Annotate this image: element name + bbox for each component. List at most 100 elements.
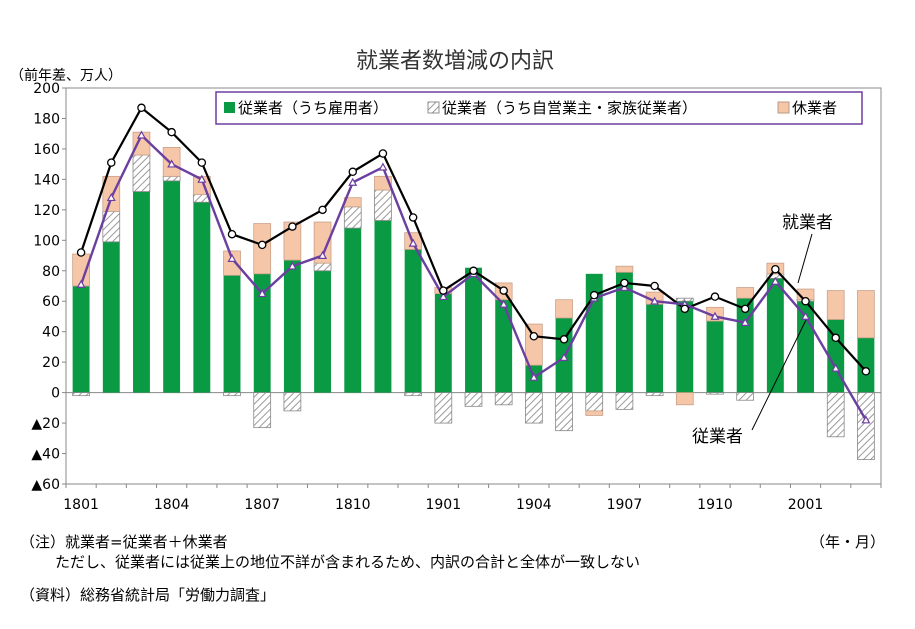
- annotation-total-label: 就業者: [782, 213, 833, 233]
- point-total-employed: [650, 281, 659, 291]
- bar-employed: [404, 249, 422, 393]
- annotation-workers: 従業者: [692, 319, 807, 447]
- bar-employed: [585, 273, 603, 393]
- bar-self-employed: [736, 392, 755, 401]
- annotation-workers-label: 従業者: [692, 427, 743, 447]
- point-workers: [348, 177, 358, 186]
- point-total-employed: [167, 127, 176, 137]
- legend-label-on-leave: 休業者: [792, 99, 837, 117]
- bar-self-employed: [464, 392, 483, 407]
- point-workers: [650, 296, 660, 305]
- point-total-employed: [589, 290, 599, 300]
- x-tick-label: 1904: [516, 497, 552, 513]
- point-total-employed: [771, 264, 780, 274]
- bar-self-employed: [434, 392, 453, 424]
- y-tick-label: ▲40: [31, 447, 60, 463]
- legend: 従業者（うち雇用者） 従業者（うち自営業主・家族従業者） 休業者: [215, 91, 863, 125]
- bar-self-employed: [313, 262, 332, 272]
- bar-employed: [163, 180, 181, 393]
- annotation-total: 就業者: [782, 213, 833, 284]
- y-tick-label: 20: [42, 355, 60, 371]
- bar-self-employed: [525, 392, 543, 424]
- bar-self-employed: [283, 392, 302, 412]
- point-workers: [257, 288, 267, 298]
- point-total-employed: [740, 304, 750, 314]
- x-tick-label: 1804: [154, 497, 190, 513]
- point-total-employed: [529, 332, 539, 341]
- bar-self-employed: [404, 392, 422, 397]
- point-workers: [136, 130, 146, 139]
- bar-self-employed: [615, 392, 634, 410]
- point-workers: [438, 291, 448, 301]
- legend-label-employed: 従業者（うち雇用者）: [238, 99, 388, 117]
- x-axis-unit-label: （年・月）: [810, 533, 886, 551]
- bar-on-leave: [585, 410, 604, 416]
- point-workers: [559, 352, 569, 361]
- x-tick-label: 2001: [788, 497, 824, 513]
- y-tick-label: 0: [51, 386, 60, 402]
- bar-employed: [374, 220, 392, 393]
- y-tick-label: 100: [33, 233, 60, 249]
- bar-employed: [193, 202, 211, 393]
- bar-on-leave: [675, 392, 694, 406]
- bar-employed: [766, 278, 784, 393]
- bar-self-employed: [343, 206, 362, 229]
- bar-on-leave: [283, 221, 302, 261]
- bar-on-leave: [736, 287, 755, 299]
- bar-self-employed: [223, 392, 241, 397]
- bar-employed: [223, 275, 241, 393]
- point-workers: [167, 159, 177, 168]
- chart-title: 就業者数増減の内訳: [356, 49, 554, 74]
- bar-employed: [646, 304, 664, 393]
- bar-on-leave: [826, 290, 845, 320]
- legend-swatch-self-employed: [427, 101, 440, 114]
- bar-self-employed: [494, 392, 513, 406]
- point-total-employed: [801, 296, 810, 306]
- point-workers: [378, 162, 388, 171]
- point-workers: [287, 261, 297, 270]
- bar-self-employed: [162, 175, 181, 182]
- x-tick-label: 1810: [335, 497, 371, 513]
- legend-swatch-on-leave: [777, 101, 790, 114]
- point-total-employed: [408, 213, 418, 222]
- bar-on-leave: [223, 250, 241, 276]
- point-workers: [770, 276, 780, 285]
- point-total-employed: [76, 248, 86, 257]
- point-workers: [831, 363, 841, 372]
- bar-on-leave: [555, 299, 573, 319]
- point-workers: [499, 299, 509, 308]
- point-total-employed: [620, 278, 629, 288]
- point-total-employed: [137, 103, 146, 113]
- point-total-employed: [559, 335, 569, 344]
- point-workers: [710, 311, 720, 320]
- bar-self-employed: [555, 392, 573, 432]
- y-tick-label: 80: [42, 264, 60, 280]
- bar-self-employed: [857, 392, 875, 461]
- x-tick-label: 1901: [425, 497, 461, 513]
- y-tick-label: 40: [42, 325, 60, 341]
- point-workers: [106, 192, 116, 202]
- point-total-employed: [197, 158, 207, 167]
- x-tick-label: 1910: [697, 497, 733, 513]
- point-total-employed: [439, 286, 448, 295]
- bar-self-employed: [374, 189, 392, 221]
- point-total-employed: [710, 292, 720, 301]
- bar-employed: [676, 301, 694, 393]
- x-axis: 1801 1804 1807 1810 1901 1904 1907 1910 2001: [63, 484, 882, 513]
- bar-self-employed: [132, 154, 151, 192]
- point-workers: [740, 317, 750, 326]
- legend-swatch-employed: [224, 102, 235, 113]
- point-total-employed: [861, 367, 871, 376]
- point-total-employed: [257, 240, 267, 250]
- bar-employed: [344, 228, 362, 393]
- annotation-workers-leader: [751, 319, 807, 431]
- point-total-employed: [318, 205, 327, 215]
- bar-employed: [102, 241, 120, 393]
- bar-self-employed: [72, 392, 90, 397]
- source-note: （資料）総務省統計局「労働力調査」: [20, 586, 276, 604]
- x-tick-label: 1807: [244, 497, 280, 513]
- point-total-employed: [348, 167, 358, 177]
- x-tick-label: 1801: [63, 497, 99, 513]
- y-tick-label: ▲20: [31, 416, 60, 432]
- bar-employed: [615, 272, 633, 393]
